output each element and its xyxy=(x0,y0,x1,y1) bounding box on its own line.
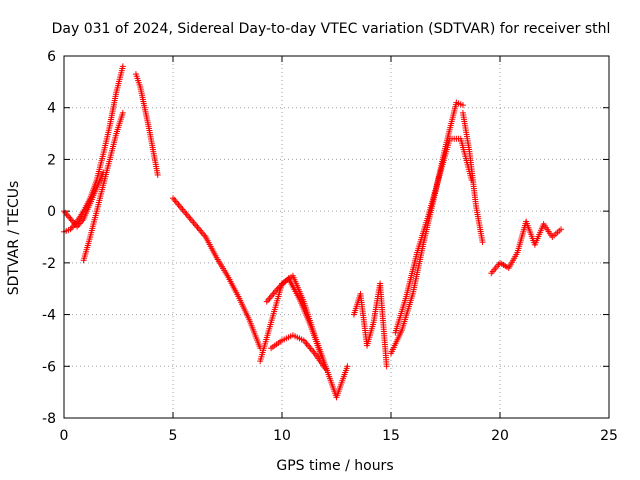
x-axis-label: GPS time / hours xyxy=(276,458,393,474)
plot-frame xyxy=(63,55,610,419)
data-point xyxy=(383,363,390,370)
tick-layer: 0 5 10 15 20 25 -8 -6 -4 -2 0 2 4 6 xyxy=(42,49,618,444)
data-point-fill xyxy=(63,211,70,218)
data-point-fill xyxy=(62,209,69,216)
x-tick-label: 5 xyxy=(169,428,178,444)
y-tick-label: 4 xyxy=(47,101,56,117)
x-tick-label: 15 xyxy=(382,428,400,444)
y-tick-label: -6 xyxy=(42,359,56,375)
x-tick-label: 10 xyxy=(273,428,291,444)
data-point xyxy=(459,102,466,109)
data-point-fill xyxy=(64,212,71,219)
data-point xyxy=(558,226,565,233)
y-tick-label: -2 xyxy=(42,256,56,272)
y-tick-label: -4 xyxy=(42,308,56,324)
y-tick-label: 2 xyxy=(47,152,56,168)
data-point xyxy=(154,171,161,178)
y-tick-label: -8 xyxy=(42,411,56,427)
y-tick-label: 0 xyxy=(47,204,56,220)
x-tick-label: 25 xyxy=(600,428,618,444)
y-tick-label: 6 xyxy=(47,49,56,65)
data-point xyxy=(322,365,329,372)
data-point xyxy=(318,352,325,359)
data-point-fill xyxy=(66,214,73,221)
chart-title: Day 031 of 2024, Sidereal Day-to-day VTE… xyxy=(52,21,611,37)
data-point xyxy=(119,63,126,70)
y-axis-label: SDTVAR / TECUs xyxy=(6,181,22,296)
data-points xyxy=(61,63,565,401)
data-point xyxy=(100,169,107,176)
data-point xyxy=(344,363,351,370)
x-tick-label: 20 xyxy=(491,428,509,444)
data-point xyxy=(479,239,486,246)
data-point xyxy=(67,215,74,222)
data-point xyxy=(119,109,126,116)
grid-layer xyxy=(64,56,609,418)
x-tick-label: 0 xyxy=(60,428,69,444)
